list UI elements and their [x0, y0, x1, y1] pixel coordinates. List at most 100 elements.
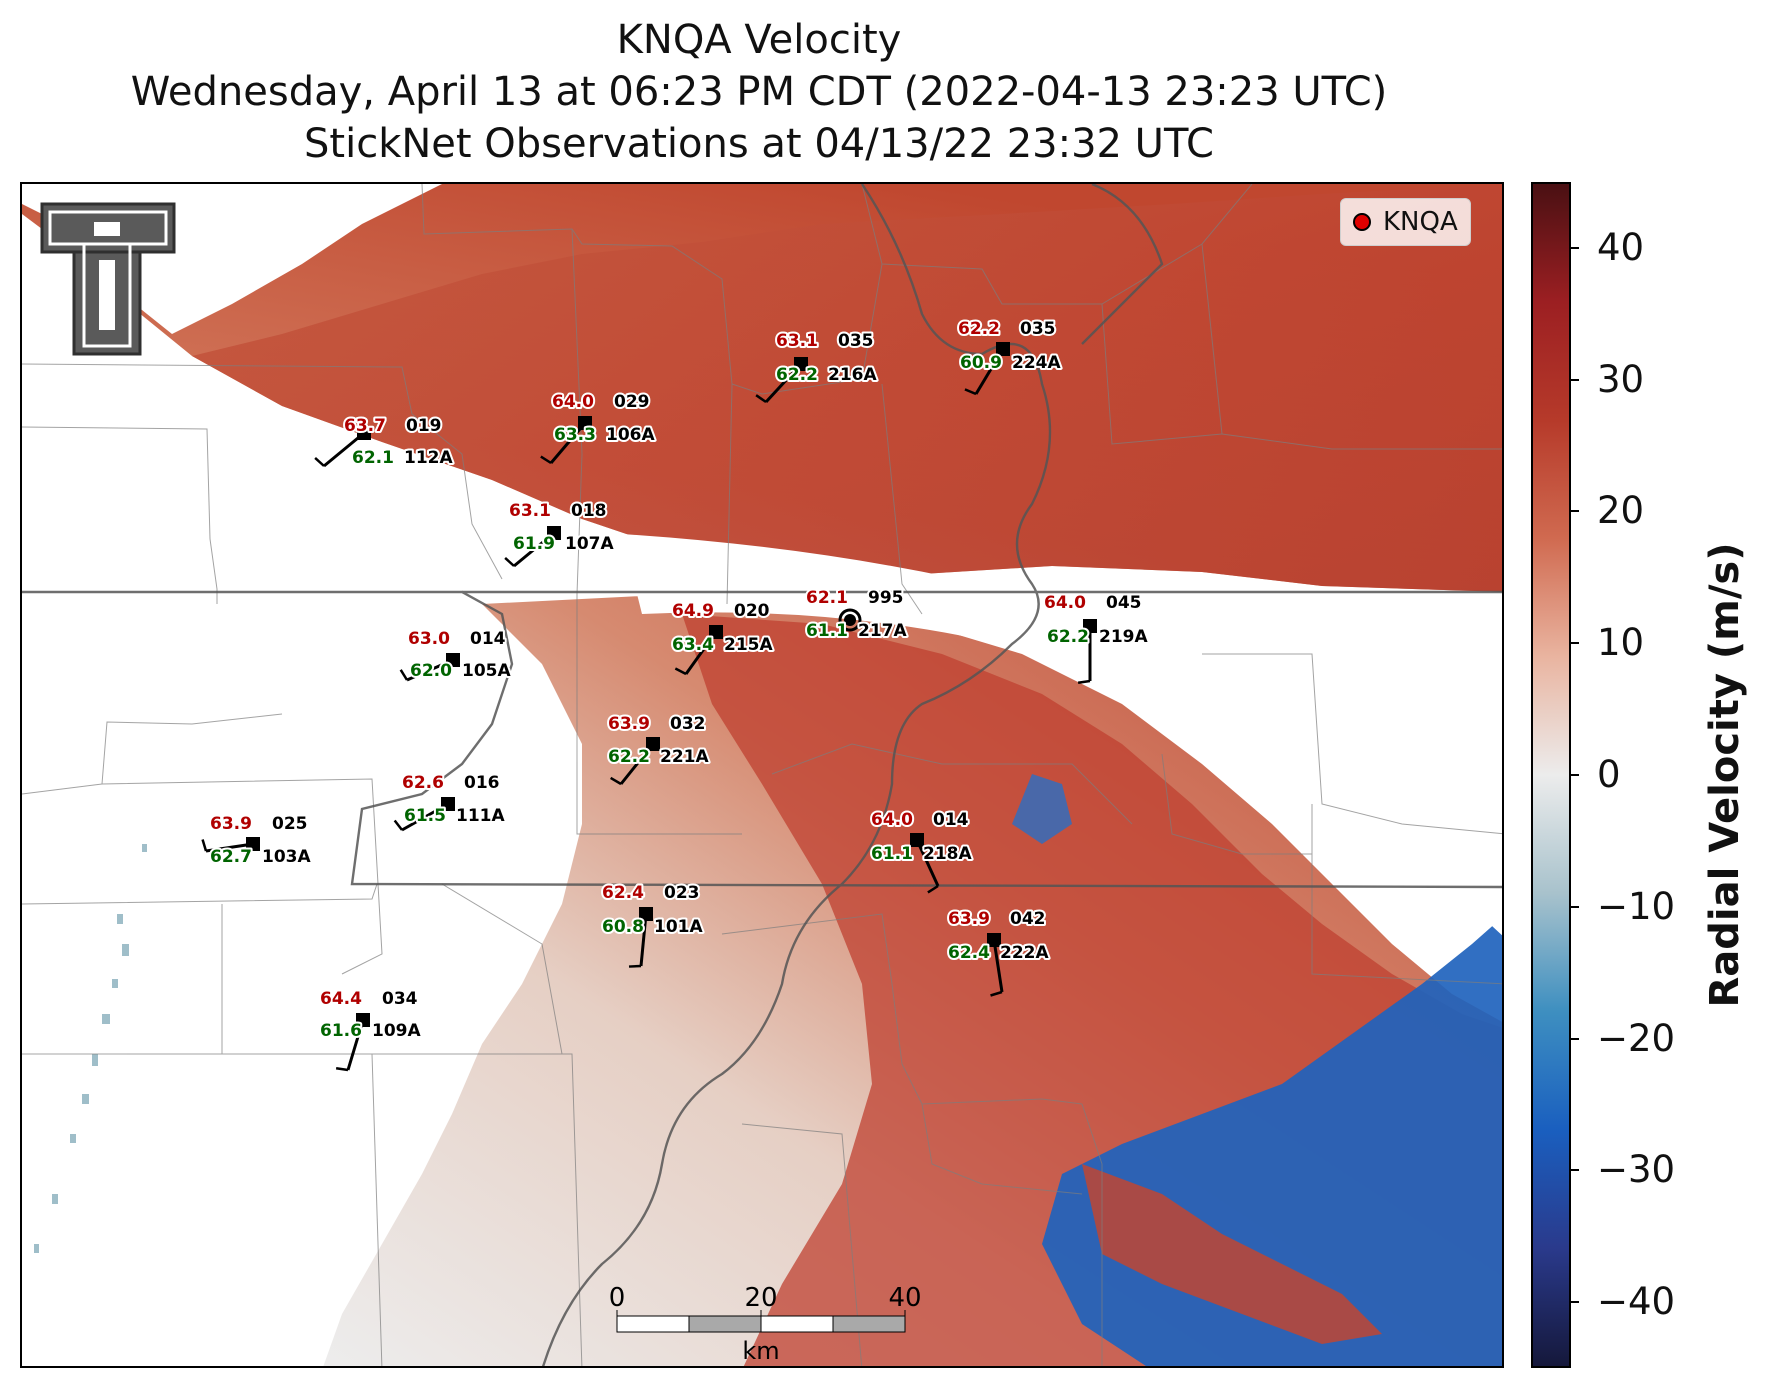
station-id: 111A	[456, 806, 505, 826]
station-plot[interactable]: 63.1 035 62.2 216A	[755, 329, 879, 404]
station-dewpoint: 63.3	[554, 425, 596, 445]
station-id: 216A	[828, 365, 877, 385]
wind-barb-flag	[755, 394, 767, 404]
scalebar-tick-20: 20	[744, 1283, 777, 1313]
station-sensor-number: 025	[272, 814, 308, 834]
station-plot[interactable]: 63.0 014 62.0 105A	[399, 627, 513, 683]
station-sensor-number: 016	[464, 773, 500, 793]
station-temperature: 64.0	[552, 392, 594, 412]
wind-barb-flag	[610, 776, 622, 786]
station-id: 112A	[404, 448, 453, 468]
station-plot[interactable]: 63.1 018 61.9 107A	[504, 499, 616, 568]
station-marker-square-icon	[1083, 619, 1097, 633]
station-dewpoint: 61.6	[320, 1021, 362, 1041]
station-id: 107A	[565, 534, 614, 554]
colorbar-tick-label: −10	[1597, 884, 1676, 928]
station-marker-square-icon	[441, 797, 455, 811]
wind-barb-staff	[401, 802, 449, 832]
wind-barb-staff	[406, 658, 454, 682]
station-marker-square-icon	[639, 907, 653, 921]
station-plot[interactable]: 63.9 025 62.7 103A	[201, 812, 313, 869]
station-plot[interactable]: 62.2 035 60.9 224A	[956, 317, 1063, 396]
colorbar-tick-mark	[1569, 510, 1579, 513]
station-sensor-number: 034	[382, 989, 418, 1009]
wind-barb-staff	[639, 913, 648, 967]
wind-barb-staff	[992, 939, 1004, 993]
station-plot[interactable]: 62.6 016 61.5 111A	[393, 771, 507, 832]
station-marker-square-icon	[547, 526, 561, 540]
station-plot[interactable]: 63.7 019 62.1 112A	[314, 414, 455, 470]
scalebar-unit: km	[742, 1337, 779, 1365]
station-dewpoint: 62.1	[352, 448, 394, 468]
station-temperature: 63.9	[948, 909, 990, 929]
wind-barb-flag	[540, 455, 552, 465]
station-plot[interactable]: 64.0 045 62.2 219A	[1042, 591, 1150, 684]
wind-barb-flag	[628, 964, 642, 968]
title-block: KNQA Velocity Wednesday, April 13 at 06:…	[0, 14, 1518, 170]
station-plot[interactable]: 63.9 042 62.4 222A	[946, 907, 1051, 997]
wind-barb-flag	[201, 839, 208, 852]
station-plot[interactable]: 64.9 020 63.4 215A	[670, 599, 775, 676]
wind-barb-flag	[393, 819, 403, 831]
colorbar-label: Radial Velocity (m/s)	[1702, 542, 1748, 1008]
station-temperature: 63.7	[344, 416, 386, 436]
station-id: 105A	[462, 661, 511, 681]
title-line-3: StickNet Observations at 04/13/22 23:32 …	[304, 121, 1214, 167]
station-plot[interactable]: 64.0 029 63.3 106A	[540, 390, 657, 465]
station-dewpoint: 61.1	[871, 844, 913, 864]
station-temperature: 64.0	[1044, 593, 1086, 613]
station-plot[interactable]: 64.0 014 61.1 218A	[869, 808, 974, 894]
station-dewpoint: 63.4	[672, 635, 714, 655]
station-sensor-number: 035	[838, 331, 874, 351]
station-id: 103A	[262, 847, 311, 867]
scalebar-tick-40: 40	[888, 1283, 921, 1313]
station-plot[interactable]: 64.4 034 61.6 109A	[318, 987, 423, 1072]
legend-label: KNQA	[1383, 207, 1458, 237]
station-marker-square-icon	[446, 653, 460, 667]
colorbar-tick-mark	[1569, 774, 1579, 776]
colorbar-tick-mark	[1569, 378, 1579, 381]
wind-barb-flag	[399, 669, 409, 681]
station-temperature: 63.9	[608, 714, 650, 734]
station-id: 224A	[1012, 353, 1061, 373]
station-id: 106A	[606, 425, 655, 445]
wind-barb-staff	[974, 348, 1005, 395]
station-sensor-number: 014	[470, 629, 506, 649]
station-sensor-number: 995	[868, 588, 904, 608]
station-dewpoint: 60.8	[602, 917, 644, 937]
wind-barb-staff	[205, 842, 254, 853]
colorbar	[1531, 182, 1571, 1368]
colorbar-ticks: 40 30 20 10 0 −10 −20 −30 −40	[1569, 182, 1675, 1368]
station-marker-square-icon	[709, 625, 723, 639]
colorbar-tick-label: −30	[1597, 1148, 1676, 1192]
colorbar-tick-label: 20	[1597, 489, 1645, 533]
colorbar-tick-mark	[1569, 246, 1579, 249]
station-dewpoint: 61.5	[404, 806, 446, 826]
station-id: 218A	[923, 844, 972, 864]
radar-map[interactable]: KNQA 63.7 019 62.1 112A 64.0 029 63.3 106A 63.1 0…	[20, 182, 1504, 1368]
station-sensor-number: 042	[1010, 909, 1046, 929]
station-temperature: 64.4	[320, 989, 362, 1009]
scale-bar: 0 20 40 km	[609, 1283, 922, 1365]
state-boundaries	[22, 184, 1502, 1366]
colorbar-tick-label: 0	[1597, 753, 1621, 796]
station-plot[interactable]: 63.9 032 62.2 221A	[606, 712, 711, 786]
station-temperature: 63.1	[776, 331, 818, 351]
map-legend: KNQA	[1340, 198, 1471, 246]
title-line-2: Wednesday, April 13 at 06:23 PM CDT (202…	[130, 69, 1388, 115]
wind-barb-flag	[964, 388, 977, 396]
station-sensor-number: 035	[1020, 319, 1056, 339]
station-marker-square-icon	[996, 342, 1010, 356]
station-plot[interactable]: 62.1 995 61.1 217A	[804, 586, 909, 643]
station-plot[interactable]: 62.4 023 60.8 101A	[600, 881, 705, 968]
station-marker-square-icon	[578, 416, 592, 430]
colorbar-tick-mark	[1569, 905, 1579, 908]
station-sensor-number: 020	[734, 601, 770, 621]
station-dewpoint: 62.0	[410, 661, 452, 681]
station-sensor-number: 019	[406, 416, 442, 436]
colorbar-tick-label: −20	[1597, 1016, 1676, 1060]
radar-velocity-field	[22, 184, 1502, 1366]
station-sensor-number: 045	[1106, 593, 1142, 613]
wind-barb-flag	[1077, 679, 1091, 684]
